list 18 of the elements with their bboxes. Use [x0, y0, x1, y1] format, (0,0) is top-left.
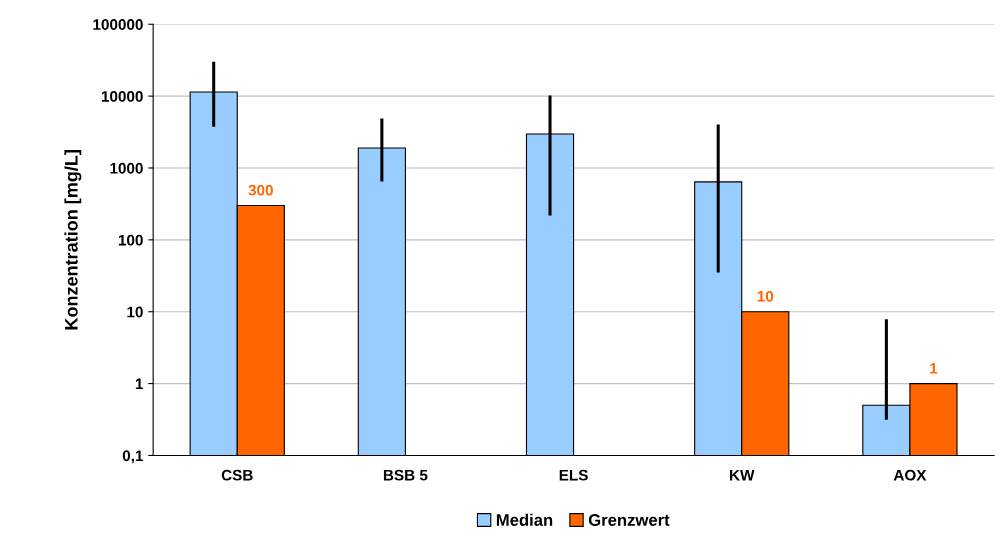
y-tick-label: 1000 [110, 162, 143, 174]
x-tick-label: AOX [893, 469, 927, 481]
data-label: 300 [248, 184, 273, 196]
y-tick-label: 1 [135, 378, 144, 390]
x-tick-label: CSB [221, 469, 253, 481]
y-tick-label: 10000 [101, 90, 143, 102]
data-label: 10 [757, 290, 774, 302]
x-tick-label: BSB 5 [383, 469, 428, 481]
legend-label: Grenzwert [588, 514, 670, 526]
data-label: 1 [930, 362, 938, 374]
x-tick-label: ELS [559, 469, 588, 481]
y-tick-label: 100000 [93, 19, 143, 30]
y-tick-label: 10 [127, 306, 143, 318]
y-axis-title: Konzentration [mg/L] [64, 150, 82, 330]
y-tick-label: 100 [118, 234, 143, 246]
x-tick-label: KW [730, 469, 755, 481]
legend-label: Median [496, 513, 553, 526]
y-tick-label: 0,1 [122, 450, 144, 464]
